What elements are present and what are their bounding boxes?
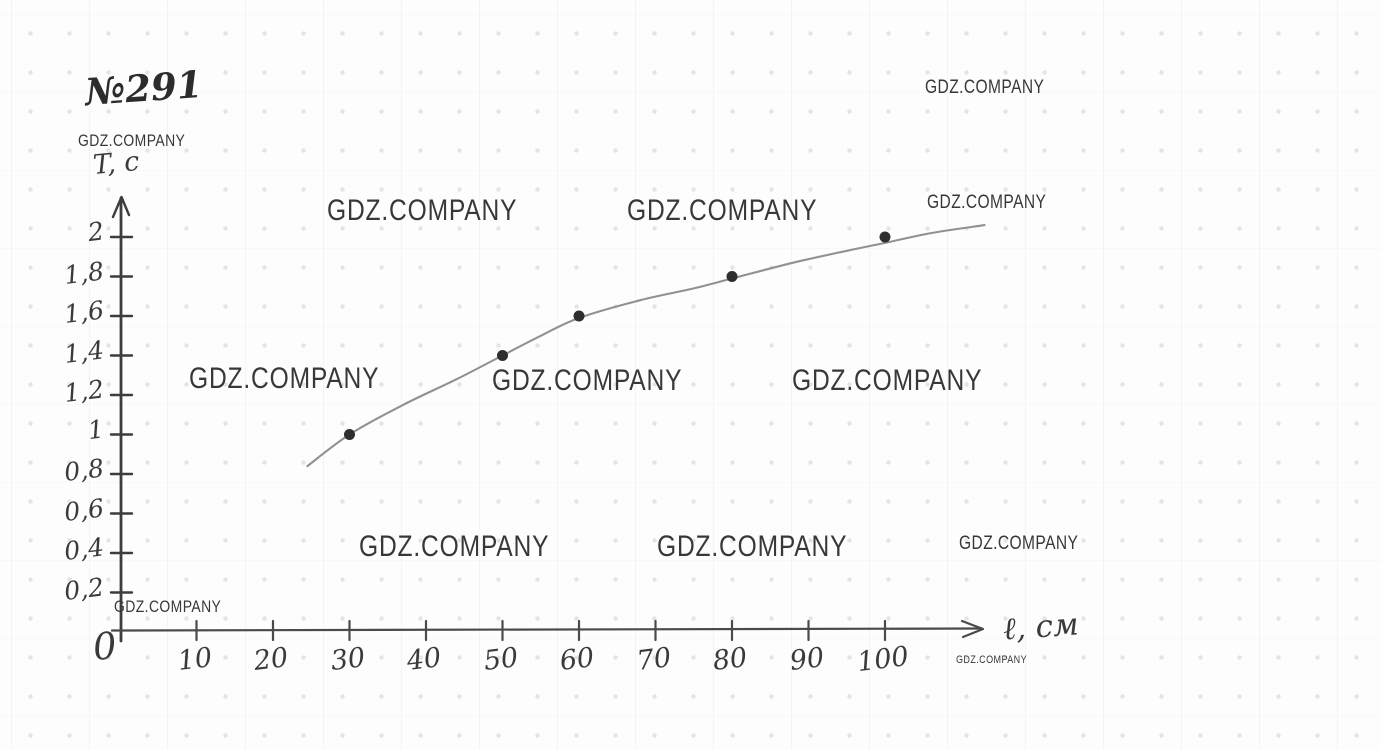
data-point <box>726 271 738 282</box>
data-point <box>879 231 891 243</box>
y-axis-label: T, c <box>91 146 141 181</box>
watermark: GDZ.COMPANY <box>492 364 683 397</box>
data-curve <box>306 224 986 468</box>
x-axis <box>110 627 984 632</box>
watermark: GDZ.COMPANY <box>925 77 1045 98</box>
watermark: GDZ.COMPANY <box>627 194 818 227</box>
watermark: GDZ.COMPANY <box>657 530 848 563</box>
watermark: GDZ.COMPANY <box>956 654 1027 666</box>
watermark: GDZ.COMPANY <box>959 533 1079 554</box>
data-point <box>573 310 585 322</box>
x-tick-label: 100 <box>855 640 911 679</box>
watermark: GDZ.COMPANY <box>327 194 518 227</box>
watermark: GDZ.COMPANY <box>189 362 380 395</box>
data-point <box>497 350 508 361</box>
x-axis-arrow <box>960 619 985 639</box>
watermark: GDZ.COMPANY <box>927 192 1047 213</box>
watermark: GDZ.COMPANY <box>78 131 186 150</box>
watermark: GDZ.COMPANY <box>114 597 222 616</box>
watermark: GDZ.COMPANY <box>359 530 550 563</box>
page-title: №291 <box>83 61 204 115</box>
origin-tick-label: 0 <box>90 623 119 670</box>
y-axis-arrow <box>111 195 131 219</box>
x-axis-label: ℓ, см <box>1001 606 1080 648</box>
data-point <box>344 429 355 440</box>
watermark: GDZ.COMPANY <box>792 364 983 397</box>
